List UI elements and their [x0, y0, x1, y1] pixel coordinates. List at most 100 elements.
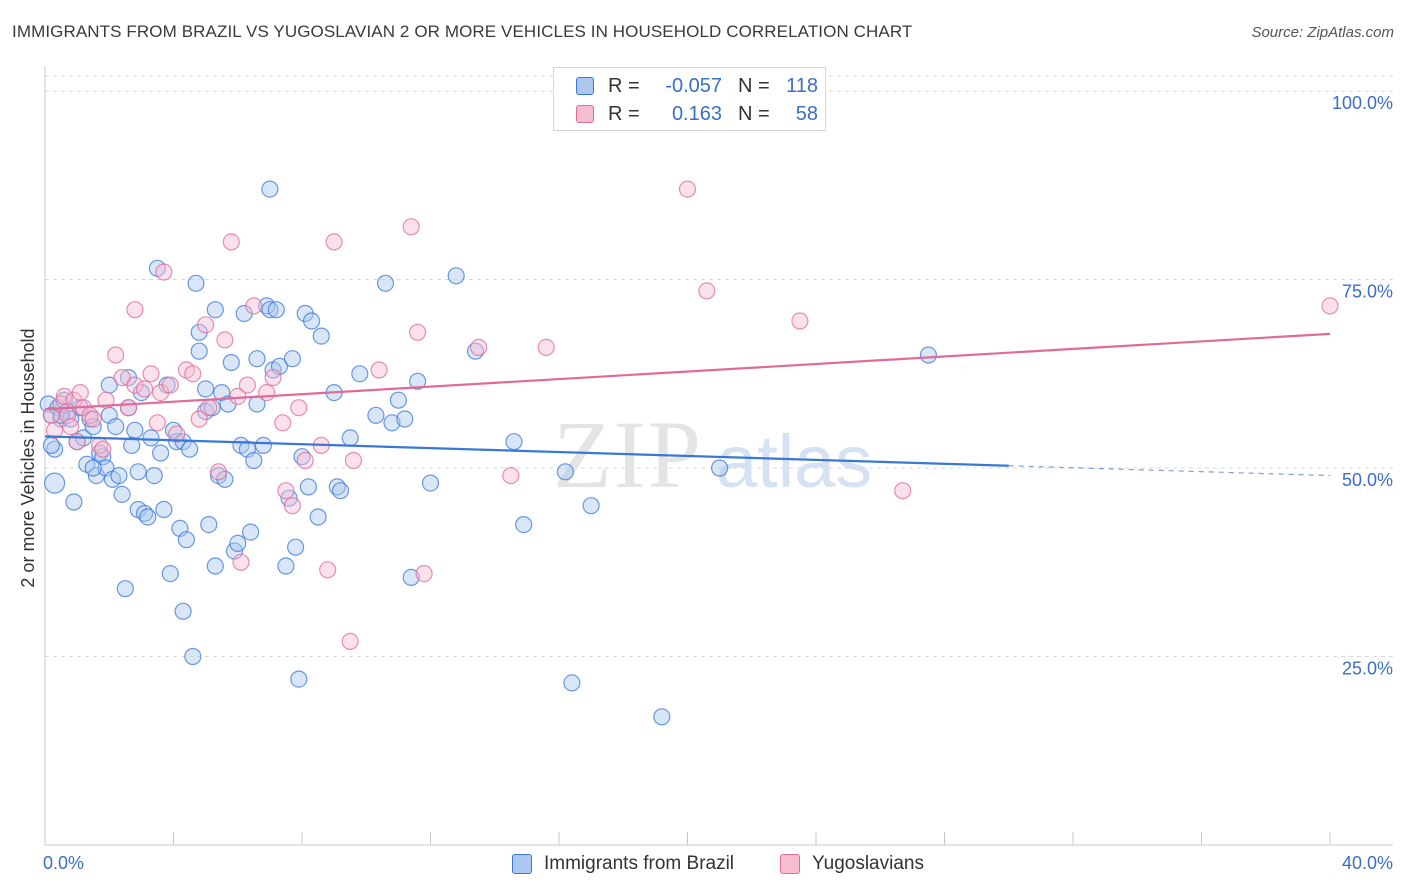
data-point	[370, 361, 388, 379]
data-point	[1321, 297, 1339, 315]
data-point	[277, 557, 295, 575]
data-point	[409, 372, 427, 390]
x-tick-label: 40.0%	[1342, 853, 1393, 873]
data-point	[155, 500, 173, 519]
legend-item-yugoslavians[interactable]: Yugoslavians	[780, 853, 924, 875]
legend-swatch-yugoslavians	[780, 854, 800, 874]
data-point	[344, 451, 362, 470]
data-point	[222, 353, 240, 372]
r-label: R =	[608, 102, 640, 125]
data-point	[181, 440, 199, 458]
legend-label-brazil: Immigrants from Brazil	[544, 853, 735, 874]
r-value: 0.163	[671, 102, 722, 125]
data-point	[126, 421, 144, 439]
legend-label-yugoslavians: Yugoslavians	[812, 853, 924, 874]
n-label: N =	[738, 74, 770, 97]
data-point	[582, 497, 600, 515]
data-point	[254, 436, 272, 454]
data-point	[421, 474, 440, 492]
data-point	[139, 508, 157, 526]
data-point	[161, 376, 179, 394]
data-point	[145, 467, 163, 485]
legend-item-brazil[interactable]: Immigrants from Brazil	[512, 853, 734, 875]
data-point	[396, 410, 414, 428]
data-point	[698, 282, 716, 300]
data-point	[187, 274, 205, 292]
data-point	[200, 515, 218, 534]
data-point	[190, 342, 208, 360]
stats-row-brazil: R = -0.057 N = 118	[576, 73, 818, 99]
trend-line-yugoslavians	[44, 332, 1331, 411]
x-tick-label: 0.0%	[43, 853, 84, 873]
data-point	[290, 399, 308, 417]
data-point	[290, 670, 308, 688]
data-point	[190, 410, 208, 428]
data-point	[142, 429, 160, 447]
r-value: -0.057	[665, 74, 722, 97]
data-point	[299, 478, 317, 496]
data-point	[261, 180, 279, 198]
data-point	[126, 376, 144, 394]
data-point	[113, 485, 131, 503]
data-point	[177, 531, 195, 549]
data-point	[129, 463, 147, 481]
legend: Immigrants from Brazil Yugoslavians	[0, 851, 1406, 879]
y-tick-label: 50.0%	[1342, 470, 1393, 490]
data-point	[287, 538, 305, 556]
data-point	[415, 564, 433, 583]
data-point	[351, 365, 369, 383]
data-point	[84, 410, 102, 428]
data-point	[710, 459, 729, 477]
n-value: 118	[786, 74, 818, 97]
data-point	[197, 380, 215, 398]
data-point	[505, 433, 523, 451]
stats-box: R = -0.057 N = 118 R = 0.163 N = 58	[553, 67, 826, 131]
data-point	[168, 425, 186, 443]
data-point	[110, 467, 128, 485]
data-point	[563, 674, 581, 692]
data-point	[197, 316, 215, 334]
data-point	[447, 267, 465, 285]
data-point	[142, 365, 160, 383]
data-point	[238, 376, 256, 394]
data-point	[470, 338, 488, 356]
data-point	[258, 384, 276, 402]
data-point	[43, 472, 66, 494]
data-point	[502, 467, 520, 485]
data-point	[209, 463, 228, 481]
data-point	[341, 429, 359, 447]
data-point	[283, 497, 301, 515]
data-point	[402, 218, 420, 236]
data-point	[312, 327, 330, 345]
data-point	[277, 482, 295, 500]
axes	[44, 66, 1393, 846]
data-point	[113, 369, 131, 387]
data-point	[107, 418, 125, 436]
data-point	[245, 297, 263, 315]
data-point	[84, 459, 102, 477]
data-point	[55, 387, 73, 405]
data-point	[331, 482, 350, 500]
trend-lines	[44, 332, 1331, 477]
data-point	[678, 180, 697, 198]
data-point	[71, 384, 89, 402]
y-tick-label: 100.0%	[1332, 93, 1393, 113]
data-point	[367, 406, 385, 424]
grid-lines	[45, 75, 1393, 658]
trend-line-brazil-extension	[1008, 465, 1331, 477]
data-point	[229, 534, 247, 553]
data-point	[62, 418, 80, 436]
data-point	[894, 482, 912, 500]
data-point	[515, 515, 533, 534]
data-point	[537, 338, 555, 356]
data-point	[303, 312, 321, 330]
data-point	[232, 553, 250, 571]
y-tick-label: 25.0%	[1342, 659, 1393, 679]
y-tick-label: 75.0%	[1342, 282, 1393, 302]
stats-row-yugoslavians: R = 0.163 N = 58	[576, 101, 818, 127]
data-point	[248, 350, 266, 368]
data-point	[325, 233, 343, 251]
legend-swatch-brazil	[512, 854, 532, 874]
data-point	[107, 346, 125, 364]
